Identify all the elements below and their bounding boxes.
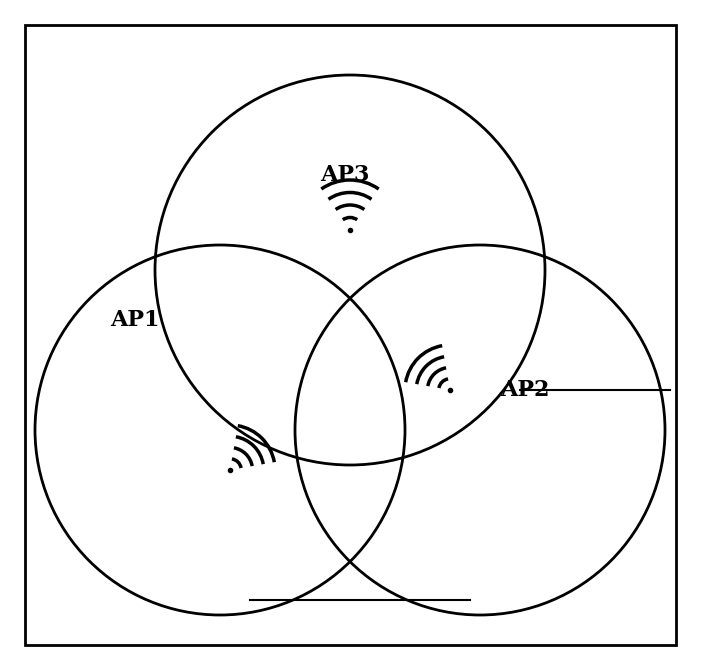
Text: AP1: AP1 [110,309,160,331]
Text: AP3: AP3 [320,164,369,186]
Text: AP2: AP2 [500,379,550,401]
